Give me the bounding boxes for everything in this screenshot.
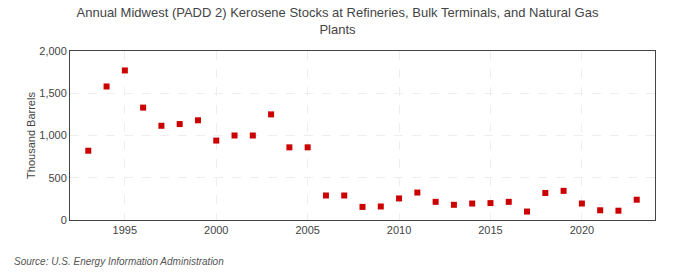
svg-text:2000: 2000	[204, 224, 228, 236]
svg-text:0: 0	[61, 214, 67, 226]
svg-text:500: 500	[48, 172, 66, 184]
svg-text:Source: U.S. Energy Informatio: Source: U.S. Energy Information Administ…	[14, 256, 224, 267]
svg-text:1,500: 1,500	[39, 87, 67, 99]
svg-text:Thousand Barrels: Thousand Barrels	[25, 92, 37, 179]
svg-text:2015: 2015	[478, 224, 502, 236]
svg-text:2010: 2010	[387, 224, 411, 236]
svg-text:2005: 2005	[295, 224, 319, 236]
svg-text:Annual Midwest (PADD 2) Kerose: Annual Midwest (PADD 2) Kerosene Stocks …	[77, 5, 599, 37]
svg-text:2020: 2020	[570, 224, 594, 236]
svg-text:1995: 1995	[113, 224, 137, 236]
svg-text:1,000: 1,000	[39, 129, 67, 141]
svg-text:2,000: 2,000	[39, 45, 67, 57]
